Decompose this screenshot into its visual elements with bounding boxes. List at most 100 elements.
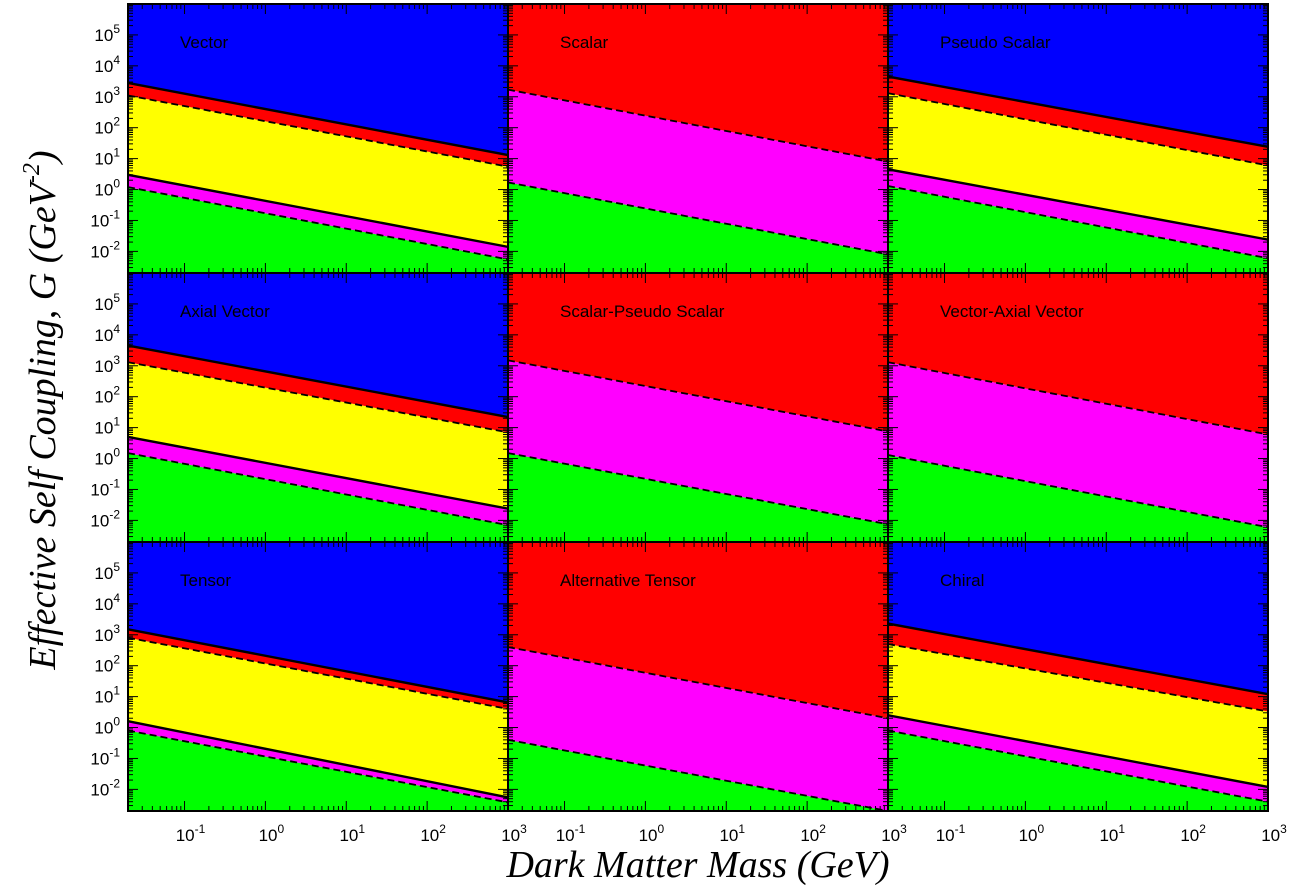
region-2: [888, 715, 1268, 802]
x-tick-label: 100: [1019, 822, 1045, 845]
region-1: [508, 739, 888, 811]
y-tick-label: 102: [94, 653, 120, 676]
boundary-solid-line: [887, 622, 1269, 696]
panel-label: Scalar-Pseudo Scalar: [560, 302, 725, 321]
y-axis-title-close: ): [22, 150, 64, 165]
panel-pseudo-scalar: Pseudo Scalar: [887, 4, 1269, 273]
boundary-dashed-line: [127, 636, 509, 710]
y-axis-title-main: Effective Self Coupling, G (GeV: [22, 179, 64, 670]
boundary-dashed-line: [887, 729, 1269, 803]
ticks-layer: 10-2 10-1 100 101 102 103 104 105 10-2 10-1 100 101…: [90, 3, 1287, 845]
y-tick-label: 104: [94, 322, 120, 345]
panel-scalar-pseudo-scalar: Scalar-Pseudo Scalar: [507, 273, 889, 542]
boundary-dashed-line: [127, 94, 509, 168]
panel-ticks: 10-1 100 101 102 103: [887, 541, 1287, 845]
region-2: [508, 360, 888, 525]
y-tick-label: 101: [94, 684, 120, 707]
panel-label: Vector-Axial Vector: [940, 302, 1084, 321]
boundary-solid-line: [887, 75, 1269, 149]
region-5: [128, 273, 508, 418]
boundary-solid-line: [127, 628, 509, 704]
panel-label: Axial Vector: [180, 302, 270, 321]
region-1: [128, 453, 508, 542]
panel-label: Vector: [180, 33, 229, 52]
y-tick-label: 100: [94, 446, 120, 469]
panel-ticks: [507, 272, 889, 543]
y-tick-label: 10-1: [90, 476, 120, 499]
region-2: [508, 89, 888, 255]
region-5: [888, 4, 1268, 147]
region-3: [888, 93, 1268, 240]
panel-chiral: Chiral: [887, 542, 1269, 811]
boundary-dashed-line: [507, 452, 889, 526]
boundary-dashed-line: [507, 646, 889, 720]
y-tick-label: 104: [94, 591, 120, 614]
region-2: [888, 362, 1268, 528]
x-tick-label: 101: [1099, 822, 1125, 845]
x-tick-label: 100: [639, 822, 665, 845]
panel-ticks: [507, 3, 889, 274]
y-tick-label: 10-1: [90, 207, 120, 230]
boundary-dashed-line: [127, 186, 509, 261]
region-2: [888, 169, 1268, 259]
boundary-dashed-line: [507, 181, 889, 256]
region-4: [128, 345, 508, 433]
y-tick-label: 10-2: [90, 776, 120, 799]
region-1: [888, 455, 1268, 542]
panel-vector: Vector: [127, 4, 509, 273]
boundary-solid-line: [887, 168, 1269, 241]
panel-ticks: [887, 272, 1269, 543]
x-axis-title: Dark Matter Mass (GeV): [505, 844, 889, 886]
panel-scalar: Scalar: [507, 4, 889, 273]
region-4: [128, 629, 508, 709]
x-tick-label: 103: [881, 822, 907, 845]
y-tick-label: 105: [94, 22, 120, 45]
region-2: [128, 174, 508, 260]
region-5: [888, 542, 1268, 695]
boundary-dashed-line: [127, 361, 509, 434]
boundary-solid-line: [127, 435, 509, 510]
boundary-dashed-line: [887, 643, 1269, 713]
region-3: [508, 273, 888, 432]
region-4: [888, 623, 1268, 712]
region-2: [508, 647, 888, 811]
panel-frame: [887, 541, 1269, 812]
boundary-solid-line: [887, 714, 1269, 789]
region-2: [128, 721, 508, 803]
boundary-dashed-line: [507, 359, 889, 433]
region-2: [128, 436, 508, 526]
boundary-dashed-line: [887, 92, 1269, 167]
panel-label: Chiral: [940, 571, 984, 590]
panel-alternative-tensor: Alternative Tensor: [507, 542, 889, 812]
region-4: [128, 82, 508, 167]
boundary-dashed-line: [887, 185, 1269, 260]
boundary-dashed-line: [887, 361, 1269, 436]
y-tick-label: 10-2: [90, 507, 120, 530]
panel-label: Tensor: [180, 571, 231, 590]
x-tick-label: 10-1: [556, 822, 586, 845]
panels-layer: Vector Scalar Pseudo Scalar Axial Vector Sca…: [127, 4, 1269, 812]
x-tick-label: 10-1: [176, 822, 206, 845]
boundary-solid-line: [127, 344, 509, 419]
region-3: [128, 95, 508, 247]
region-1: [128, 730, 508, 811]
y-tick-label: 10-2: [90, 238, 120, 261]
y-tick-label: 103: [94, 353, 120, 376]
y-tick-label: 100: [94, 177, 120, 200]
y-tick-label: 104: [94, 53, 120, 76]
region-1: [888, 186, 1268, 273]
panel-ticks: 10-2 10-1 100 101 102 103 104 105 10-1 100 101 102 1…: [90, 541, 527, 845]
boundary-solid-line: [127, 81, 509, 157]
region-3: [888, 273, 1268, 435]
panel-vector-axial-vector: Vector-Axial Vector: [887, 273, 1269, 542]
panel-tensor: Tensor: [127, 542, 509, 811]
boundary-solid-line: [127, 173, 509, 249]
y-tick-label: 103: [94, 84, 120, 107]
panel-ticks: 10-2 10-1 100 101 102 103 104 105: [90, 272, 509, 543]
region-1: [128, 187, 508, 273]
x-tick-label: 100: [259, 822, 285, 845]
boundary-dashed-line: [887, 454, 1269, 529]
boundary-dashed-line: [507, 738, 889, 812]
region-3: [888, 644, 1268, 787]
